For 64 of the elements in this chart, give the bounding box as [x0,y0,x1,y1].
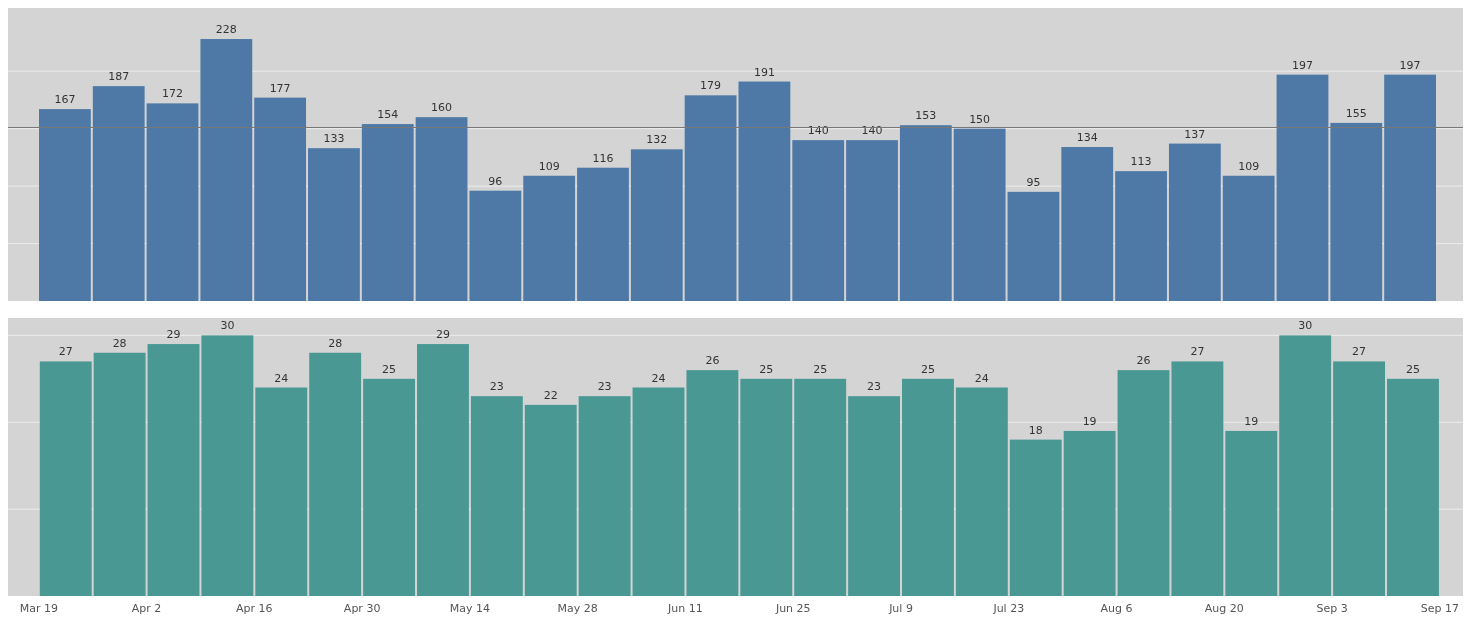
data-label: 28 [328,336,343,350]
data-label: 172 [162,87,184,101]
data-label: 24 [974,371,989,385]
data-label: 137 [1184,127,1206,141]
data-label: 116 [592,151,614,165]
data-label: 197 [1399,58,1421,72]
data-label: 18 [1028,423,1043,437]
data-label: 22 [543,388,558,402]
data-label: 25 [920,362,935,376]
x-tick-label: Jul 23 [992,602,1025,615]
data-label: 24 [651,371,666,385]
data-label: 113 [1130,155,1152,169]
data-label: 24 [274,371,289,385]
data-label: 19 [1082,414,1097,428]
x-tick-label: Mar 19 [19,602,58,615]
data-label: 177 [269,81,291,95]
data-label: 25 [382,362,397,376]
data-label: 96 [488,174,503,188]
data-label: 191 [753,65,775,79]
data-label: 28 [112,336,127,350]
x-tick-label: Sep 17 [1420,602,1460,615]
x-tick-label: Sep 3 [1316,602,1348,615]
data-label: 27 [58,345,73,359]
data-label: 134 [1076,131,1098,145]
data-label: 133 [323,132,345,146]
data-label: 153 [915,109,937,123]
data-label: 197 [1291,58,1313,72]
x-tick-label: May 28 [557,602,598,615]
data-label: 167 [54,93,76,107]
data-label: 228 [215,23,237,37]
data-label: 179 [700,79,722,93]
x-tick-label: Jun 25 [774,602,811,615]
data-label: 132 [646,133,668,147]
x-tick-label: May 14 [449,602,491,615]
data-label: 25 [1405,362,1420,376]
data-label: 29 [166,328,181,342]
data-label: 109 [538,159,560,173]
data-label: 160 [431,101,453,115]
data-label: 19 [1244,414,1259,428]
x-tick-label: Jun 11 [667,602,703,615]
data-label: 25 [759,362,774,376]
x-tick-label: Apr 30 [343,602,381,615]
data-label: 30 [1298,319,1313,333]
data-label: 29 [435,328,450,342]
x-tick-label: Apr 2 [131,602,162,615]
data-label: 25 [813,362,828,376]
x-tick-label: Jul 9 [888,602,913,615]
data-label: 187 [108,70,130,84]
data-label: 23 [489,380,504,394]
data-label: 27 [1190,345,1205,359]
data-label: 109 [1238,159,1260,173]
x-tick-label: Aug 20 [1204,602,1244,615]
data-label: 95 [1026,175,1041,189]
data-label: 26 [705,354,720,368]
data-label: 150 [969,112,991,126]
x-tick-label: Aug 6 [1100,602,1133,615]
data-label: 23 [597,380,612,394]
data-label: 154 [377,108,399,122]
data-label: 23 [867,380,882,394]
data-label: 30 [220,319,235,333]
x-tick-label: Apr 16 [236,602,273,615]
data-label: 26 [1136,354,1151,368]
data-label: 27 [1352,345,1367,359]
data-label: 155 [1345,106,1367,120]
